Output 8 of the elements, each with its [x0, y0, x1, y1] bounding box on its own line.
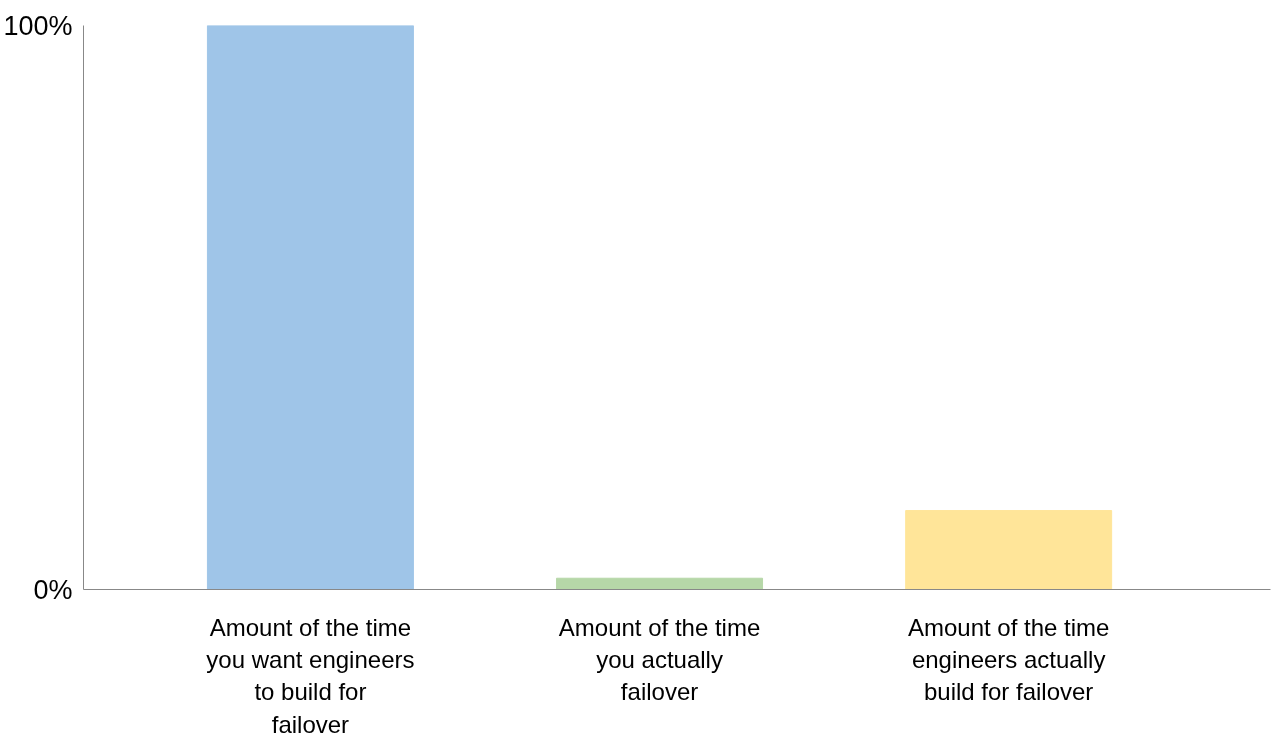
x-tick-label: Amount of the time you actually failover [558, 613, 761, 706]
bar [556, 577, 764, 590]
y-tick-label: 100% [3, 10, 73, 41]
y-tick-label: 0% [33, 574, 73, 605]
x-tick-label: Amount of the time engineers actually build for failover [907, 613, 1110, 706]
x-tick-label: Amount of the time you want engineers to build for failover [206, 613, 415, 738]
bar [905, 510, 1113, 590]
bar [206, 25, 414, 590]
